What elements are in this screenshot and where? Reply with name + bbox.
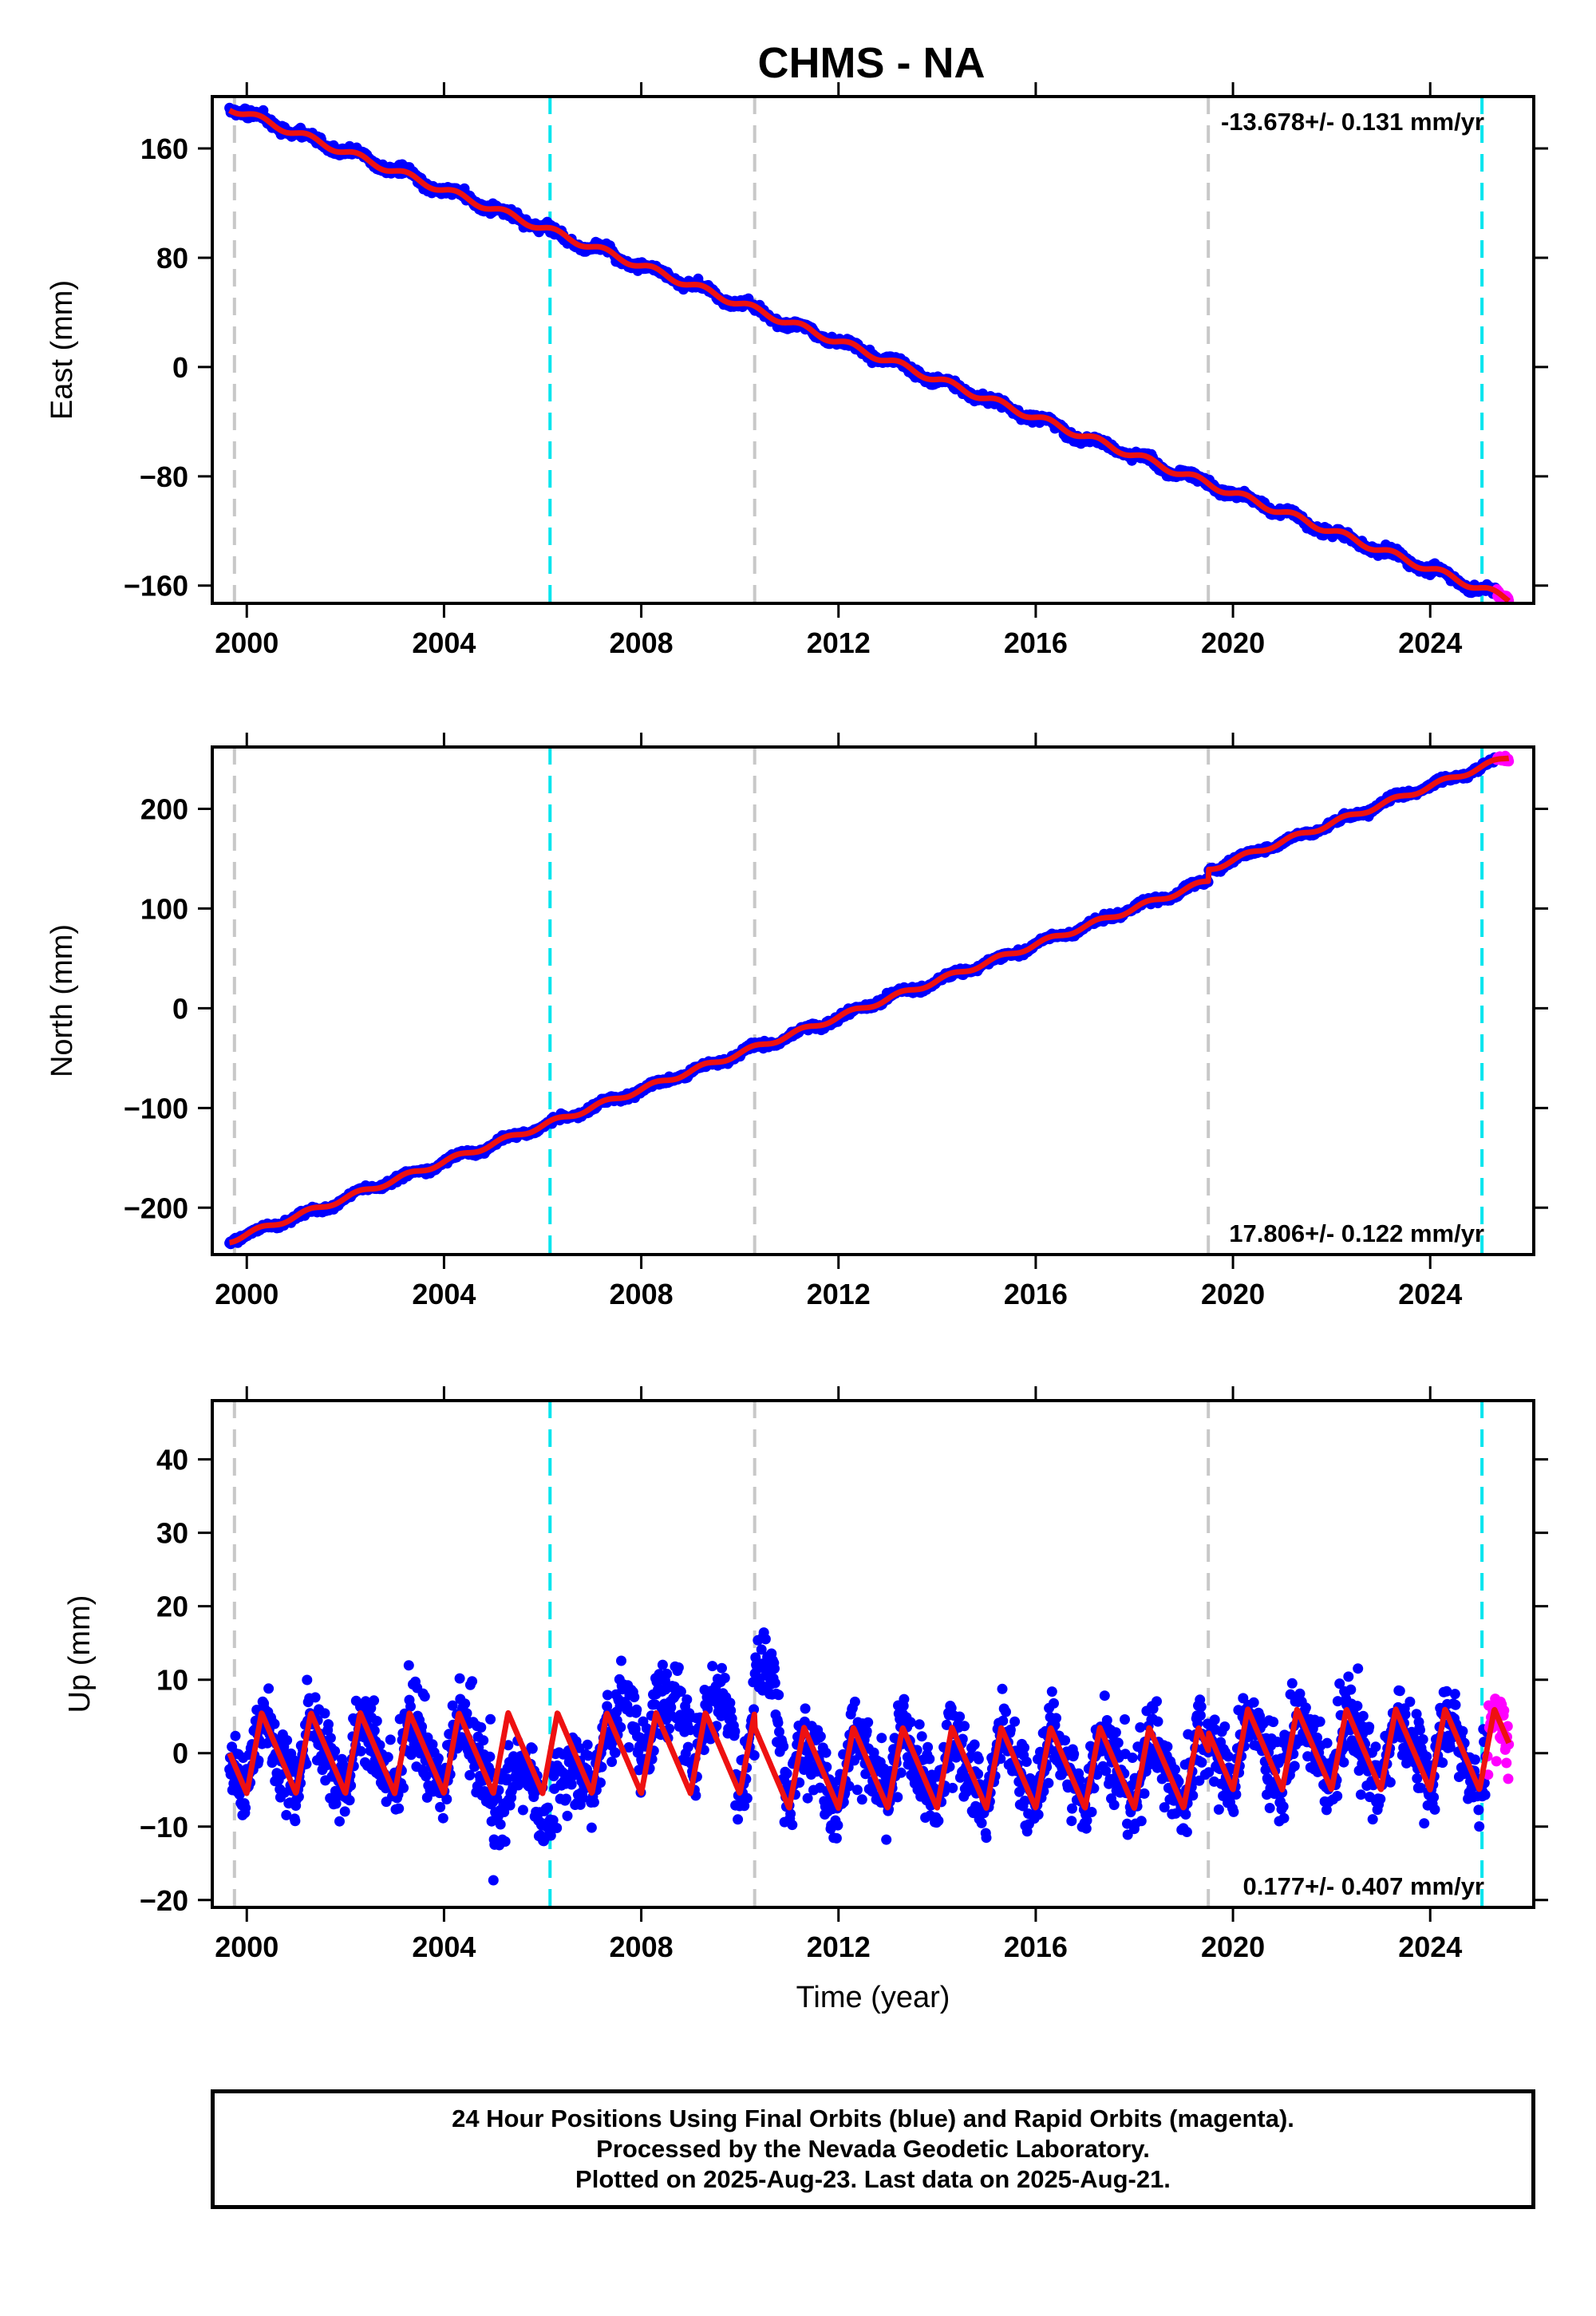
- x-tick-label: 2004: [412, 1278, 476, 1310]
- data-point: [290, 1816, 301, 1827]
- velocity-rate-label: 17.806+/- 0.122 mm/yr: [1229, 1219, 1484, 1247]
- data-point: [454, 1673, 465, 1684]
- data-point: [551, 1823, 563, 1833]
- panel-north: 2000 2004 2008 2012 2016 2020 2024 200 100 0 −100 −…: [45, 733, 1548, 1310]
- x-tick-label: 2000: [215, 1278, 279, 1310]
- data-point: [344, 1795, 355, 1806]
- y-tick-label: 160: [140, 132, 188, 165]
- data-point: [441, 1794, 452, 1804]
- x-tick-label: 2020: [1201, 626, 1265, 659]
- data-point: [334, 1816, 345, 1827]
- data-point: [495, 1819, 506, 1830]
- velocity-rate-label: -13.678+/- 0.131 mm/yr: [1221, 108, 1484, 136]
- data-point: [488, 1875, 499, 1886]
- y-tick-label: 0: [172, 351, 188, 384]
- x-tick-label: 2008: [610, 626, 674, 659]
- data-point: [369, 1695, 380, 1706]
- x-tick-label: 2016: [1004, 626, 1068, 659]
- data-point: [527, 1743, 538, 1754]
- data-point: [302, 1674, 313, 1686]
- y-axis-title: East (mm): [45, 280, 79, 420]
- data-point: [398, 1782, 409, 1793]
- data-point: [323, 1719, 334, 1730]
- data-point: [355, 1745, 366, 1757]
- panels: 2000 2004 2008 2012 2016 2020 2024160800−80−16…: [45, 82, 1548, 2014]
- data-point: [282, 1735, 293, 1746]
- x-tick-label: 2012: [807, 1278, 871, 1310]
- data-points-up: [224, 1627, 1515, 1886]
- data-point: [371, 1716, 382, 1726]
- data-point: [517, 1804, 528, 1816]
- data-point: [263, 1683, 275, 1694]
- panel-east: 2000 2004 2008 2012 2016 2020 2024 160 80 0 −80 −16…: [45, 82, 1548, 659]
- y-tick-label: 200: [140, 792, 188, 825]
- data-point: [405, 1701, 416, 1712]
- x-tick-label: 2024: [1398, 626, 1462, 659]
- x-tick-label: 2000: [215, 626, 279, 659]
- y-tick-label: 80: [156, 242, 188, 275]
- y-tick-label: −80: [140, 460, 188, 493]
- data-points-north: [224, 750, 1515, 1250]
- data-point: [240, 1802, 251, 1813]
- x-tick-label: 2020: [1201, 1278, 1265, 1310]
- y-tick-label: −160: [124, 570, 188, 603]
- data-point: [393, 1803, 405, 1814]
- data-point: [500, 1836, 511, 1847]
- x-tick-label: 2008: [610, 1278, 674, 1310]
- data-point: [385, 1734, 396, 1745]
- panel-up: 2000 2004 2008 2012 2016 2020 2024403020100−10…: [63, 1386, 1548, 2014]
- x-tick-label: 2012: [807, 626, 871, 659]
- y-axis-title: North (mm): [45, 924, 79, 1077]
- x-tick-label: 2024: [1398, 1278, 1462, 1310]
- data-point: [478, 1735, 489, 1746]
- data-point: [310, 1692, 321, 1703]
- y-tick-label: −100: [124, 1092, 188, 1124]
- data-point: [325, 1733, 336, 1744]
- y-tick-label: 0: [172, 992, 188, 1025]
- data-point: [230, 1730, 241, 1741]
- y-tick-label: −200: [124, 1192, 188, 1224]
- data-point: [476, 1722, 487, 1733]
- data-point: [467, 1676, 478, 1687]
- y-tick-label: 100: [140, 892, 188, 925]
- data-point: [543, 1802, 553, 1813]
- model-fit-line: [227, 108, 1511, 603]
- chart-title: CHMS - NA: [758, 39, 986, 87]
- x-tick-label: 2004: [412, 626, 476, 659]
- data-point: [437, 1812, 448, 1824]
- data-point: [433, 1753, 444, 1764]
- data-point: [419, 1691, 430, 1702]
- data-point: [484, 1751, 496, 1762]
- data-point: [485, 1713, 496, 1725]
- data-point: [339, 1806, 350, 1817]
- data-point: [319, 1708, 330, 1719]
- data-point: [460, 1698, 471, 1709]
- data-point: [382, 1752, 393, 1763]
- x-tick-label: 2016: [1004, 1278, 1068, 1310]
- data-point: [403, 1660, 414, 1671]
